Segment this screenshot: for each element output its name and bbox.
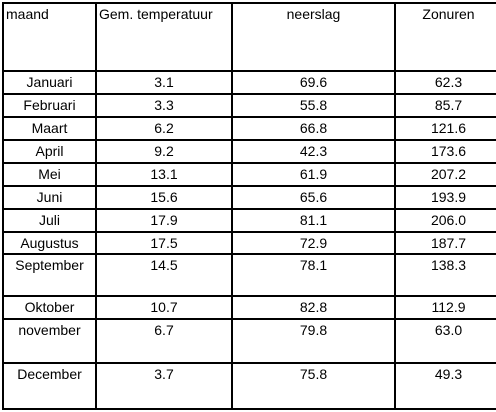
value-cell: 66.8 xyxy=(231,116,396,141)
month-cell: Augustus xyxy=(2,231,97,255)
value-cell: 75.8 xyxy=(231,362,396,410)
value-cell: 55.8 xyxy=(231,93,396,118)
month-cell: December xyxy=(2,362,97,410)
data-row: Juni 15.6 65.6 193.9 xyxy=(2,185,496,210)
value-cell: 17.5 xyxy=(95,231,233,255)
value-cell: 15.6 xyxy=(95,185,233,210)
value-cell: 3.1 xyxy=(95,70,233,95)
header-cell: neerslag xyxy=(231,2,396,72)
value-cell: 65.6 xyxy=(231,185,396,210)
data-row: Oktober 10.7 82.8 112.9 xyxy=(2,295,496,320)
data-row: Maart 6.2 66.8 121.6 xyxy=(2,116,496,141)
data-row: December 3.7 75.8 49.3 xyxy=(2,362,496,410)
data-row: november 6.7 79.8 63.0 xyxy=(2,318,496,364)
month-cell: Oktober xyxy=(2,295,97,320)
value-cell: 3.7 xyxy=(95,362,233,410)
data-row: April 9.2 42.3 173.6 xyxy=(2,139,496,164)
month-cell: Januari xyxy=(2,70,97,95)
month-cell: Juli xyxy=(2,208,97,233)
value-cell: 112.9 xyxy=(394,295,496,320)
value-cell: 17.9 xyxy=(95,208,233,233)
value-cell: 69.6 xyxy=(231,70,396,95)
header-row: maand Gem. temperatuur neerslag Zonuren xyxy=(2,2,496,72)
value-cell: 42.3 xyxy=(231,139,396,164)
month-cell: September xyxy=(2,253,97,297)
value-cell: 14.5 xyxy=(95,253,233,297)
value-cell: 61.9 xyxy=(231,162,396,187)
value-cell: 3.3 xyxy=(95,93,233,118)
value-cell: 206.0 xyxy=(394,208,496,233)
header-cell: maand xyxy=(2,2,97,72)
value-cell: 62.3 xyxy=(394,70,496,95)
data-row: Januari 3.1 69.6 62.3 xyxy=(2,70,496,95)
value-cell: 72.9 xyxy=(231,231,396,255)
value-cell: 78.1 xyxy=(231,253,396,297)
month-cell: Mei xyxy=(2,162,97,187)
value-cell: 121.6 xyxy=(394,116,496,141)
data-row: Augustus 17.5 72.9 187.7 xyxy=(2,231,496,255)
value-cell: 187.7 xyxy=(394,231,496,255)
value-cell: 6.7 xyxy=(95,318,233,364)
data-row: Mei 13.1 61.9 207.2 xyxy=(2,162,496,187)
month-cell: Maart xyxy=(2,116,97,141)
value-cell: 63.0 xyxy=(394,318,496,364)
month-cell: Juni xyxy=(2,185,97,210)
data-row: Juli 17.9 81.1 206.0 xyxy=(2,208,496,233)
value-cell: 49.3 xyxy=(394,362,496,410)
value-cell: 207.2 xyxy=(394,162,496,187)
value-cell: 13.1 xyxy=(95,162,233,187)
value-cell: 173.6 xyxy=(394,139,496,164)
month-cell: April xyxy=(2,139,97,164)
data-row: Februari 3.3 55.8 85.7 xyxy=(2,93,496,118)
value-cell: 85.7 xyxy=(394,93,496,118)
value-cell: 79.8 xyxy=(231,318,396,364)
value-cell: 6.2 xyxy=(95,116,233,141)
header-cell: Gem. temperatuur xyxy=(95,2,233,72)
value-cell: 81.1 xyxy=(231,208,396,233)
value-cell: 82.8 xyxy=(231,295,396,320)
value-cell: 10.7 xyxy=(95,295,233,320)
month-cell: Februari xyxy=(2,93,97,118)
value-cell: 193.9 xyxy=(394,185,496,210)
data-row: September 14.5 78.1 138.3 xyxy=(2,253,496,297)
value-cell: 9.2 xyxy=(95,139,233,164)
header-cell: Zonuren xyxy=(394,2,496,72)
value-cell: 138.3 xyxy=(394,253,496,297)
month-cell: november xyxy=(2,318,97,364)
